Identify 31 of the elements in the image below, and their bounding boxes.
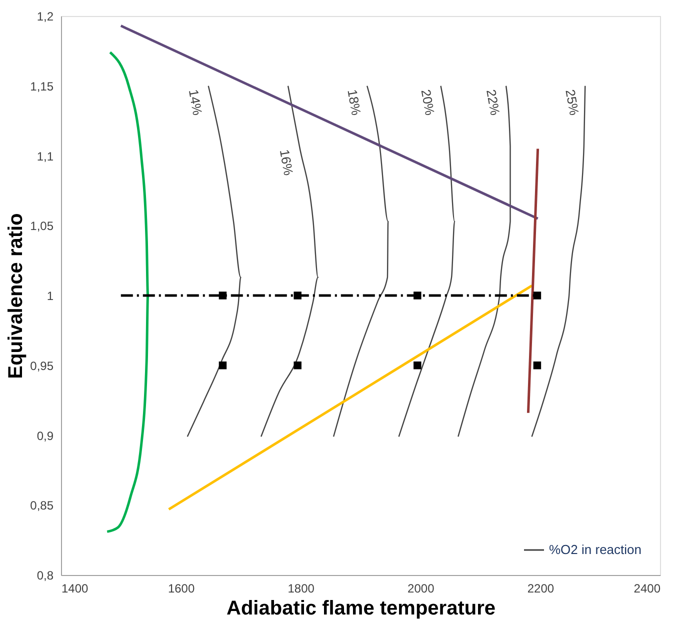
line-series <box>531 85 586 438</box>
annotation: 22% <box>484 88 503 117</box>
annotation: 16% <box>276 148 296 177</box>
y-tick-label: 0,85 <box>30 498 54 513</box>
y-tick-label: 1,05 <box>30 219 54 234</box>
x-tick-label: 1400 <box>62 582 89 596</box>
y-tick-label: 1,15 <box>30 79 54 94</box>
y-tick-label: 0,95 <box>30 358 54 373</box>
y-tick-label: 1 <box>46 289 54 303</box>
x-tick-label: 1800 <box>288 582 315 596</box>
legend-label: %O2 in reaction <box>549 542 642 557</box>
x-axis-title: Adiabatic flame temperature <box>226 598 496 620</box>
line-series <box>186 85 242 438</box>
x-tick-label: 2400 <box>634 582 661 596</box>
y-tick-label: 1,1 <box>36 149 54 164</box>
x-tick-label: 2000 <box>408 582 435 596</box>
annotation: 25% <box>562 88 582 117</box>
annotation: 14% <box>186 88 206 117</box>
line-series <box>106 51 150 533</box>
line-series <box>260 85 319 438</box>
line-series <box>332 85 389 438</box>
y-axis-title: Equivalence ratio <box>5 213 28 379</box>
y-tick-label: 0,8 <box>36 568 54 582</box>
line-series <box>398 85 456 438</box>
annotation: 18% <box>344 88 364 117</box>
y-tick-label: 1,2 <box>36 10 54 24</box>
annotation: 20% <box>418 88 438 117</box>
x-tick-label: 2200 <box>527 582 554 596</box>
line-series <box>458 85 511 438</box>
y-tick-label: 0,9 <box>36 428 54 443</box>
x-tick-label: 1600 <box>168 582 195 596</box>
